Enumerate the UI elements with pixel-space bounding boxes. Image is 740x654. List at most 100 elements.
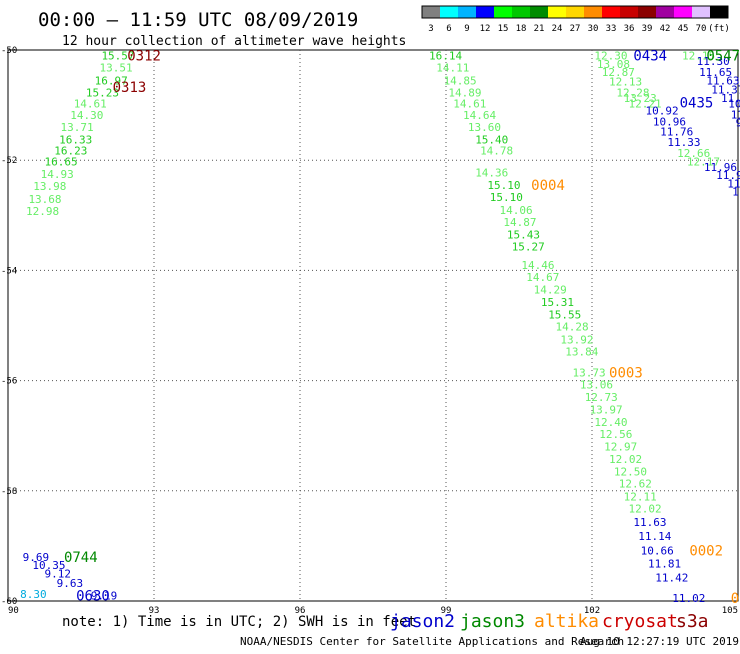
swh-value: 15.10 [490,191,523,204]
swh-value: 11.37 [711,84,740,97]
colorbar-label: 6 [446,24,451,34]
y-tick-label: -50 [1,46,17,56]
swh-value: 14.36 [475,166,508,179]
x-tick-label: 102 [584,606,600,616]
pass-time-label: 0312 [127,49,161,65]
y-axis-ticks: -50 -52 -54 -56 -58 -60 [1,46,17,607]
swh-value: 15.57 [101,50,134,63]
swh-value: 14.61 [453,97,486,110]
colorbar-label: 30 [588,24,599,34]
swh-value: 13.06 [580,378,613,391]
swh-value: 11.42 [655,571,688,584]
pass-time-label: 0630 [76,588,110,604]
swh-value: 11.63 [633,516,666,529]
swh-value: 10.92 [646,105,679,118]
swh-value: 9 [736,117,740,130]
swh-value: 16.33 [59,133,92,146]
pass-time-label: 0435 [680,95,714,111]
pass-time-label: 0547 [706,49,740,65]
swh-value: 14.28 [556,321,589,334]
swh-value: 12.17 [687,155,720,168]
swh-value: 11.30 [697,55,730,68]
colorbar-label: 21 [534,24,545,34]
x-tick-label: 96 [295,606,306,616]
colorbar-label: 9 [464,24,469,34]
swh-value: 11.65 [699,66,732,79]
swh-value: 9.12 [45,567,72,580]
colorbar-swatch [494,6,513,18]
swh-value: 12.13 [609,75,642,88]
swh-value: 14.67 [526,271,559,284]
swh-value: 11.33 [721,92,740,105]
swh-value: 12.40 [594,416,627,429]
swh-value: 11.63 [706,74,739,87]
swh-value: 12.11 [624,490,657,503]
plot-frame [7,49,739,602]
swh-value: 12.30 [594,50,627,63]
pass-time-label: 0744 [64,550,98,566]
pass-time-label: 0004 [531,178,565,194]
swh-value: 13.60 [468,121,501,134]
swh-value: 11.5 [727,177,740,190]
swh-value: 14.89 [448,86,481,99]
swh-value: 9.69 [23,551,49,564]
legend-entry: s3a [676,611,709,632]
swh-value: 14.87 [503,216,536,229]
colorbar-label: 45 [678,24,689,34]
colorbar-border [421,5,729,19]
swh-value: 14.85 [444,74,477,87]
colorbar-swatch [548,6,567,18]
pass-time-labels: 0312 0313 0744 0630 0004 0003 0002 0001 0434 0547… [64,49,740,608]
footer-timestamp: Aug 10 12:27:19 UTC 2019 [580,635,739,648]
swh-value: 12.02 [629,502,662,515]
swh-value: 15.31 [541,296,574,309]
swh-value: 13.23 [624,92,657,105]
swh-value: 15.43 [507,229,540,242]
swh-value: 16.65 [45,155,78,168]
colorbar-swatch [458,6,477,18]
swh-value: 10.66 [641,544,674,557]
pass-time-label: 0434 [633,49,667,65]
swh-value: 15.10 [487,179,520,192]
swh-data-points: 15.5713.5116.9715.2314.6114.3013.7116.33… [20,50,740,606]
swh-value: 11.14 [638,530,671,543]
legend-entry: jason2 [390,611,455,632]
x-axis-ticks: 90 93 96 99 102 105 [8,606,738,616]
colorbar-label: 39 [642,24,653,34]
swh-value: 12.28 [616,86,649,99]
swh-value: 9.63 [57,577,84,590]
swh-value: 14.29 [534,284,567,297]
swh-value: 15.23 [86,86,119,99]
swh-value: 13.84 [565,345,598,358]
swh-value: 12.02 [609,453,642,466]
colorbar-swatch [566,6,585,18]
swh-value: 11.33 [667,136,700,149]
swh-value: 13.51 [99,62,132,75]
colorbar-swatch [584,6,603,18]
colorbar-swatch [674,6,693,18]
swh-value: 12.73 [585,391,618,404]
colorbar-label: 42 [660,24,671,34]
swh-value: 14.30 [70,109,103,122]
y-tick-label: -54 [1,266,17,276]
swh-value: 12.98 [26,205,59,218]
colorbar-label: (ft) [708,24,730,34]
swh-value: 16.97 [95,74,128,87]
page-title: 00:00 – 11:59 UTC 08/09/2019 [38,9,358,31]
swh-value: 12.97 [604,441,637,454]
swh-value: 16.23 [54,144,87,157]
colorbar-swatch [512,6,531,18]
swh-value: 11.76 [660,126,693,139]
y-tick-label: -60 [1,597,17,607]
swh-value: 12.62 [619,478,652,491]
pass-time-label: 0003 [609,365,643,381]
x-tick-label: 99 [441,606,452,616]
colorbar-legend: 3 6 9 12 15 18 21 24 27 30 33 36 39 42 45 70 (ft) [421,5,730,34]
colorbar-swatch [422,6,441,18]
swh-value: 13.97 [590,403,623,416]
swh-value: 15.55 [548,308,581,321]
swh-value: 14.61 [74,97,107,110]
swh-value: 14.64 [463,109,496,122]
y-tick-label: -58 [1,487,17,497]
